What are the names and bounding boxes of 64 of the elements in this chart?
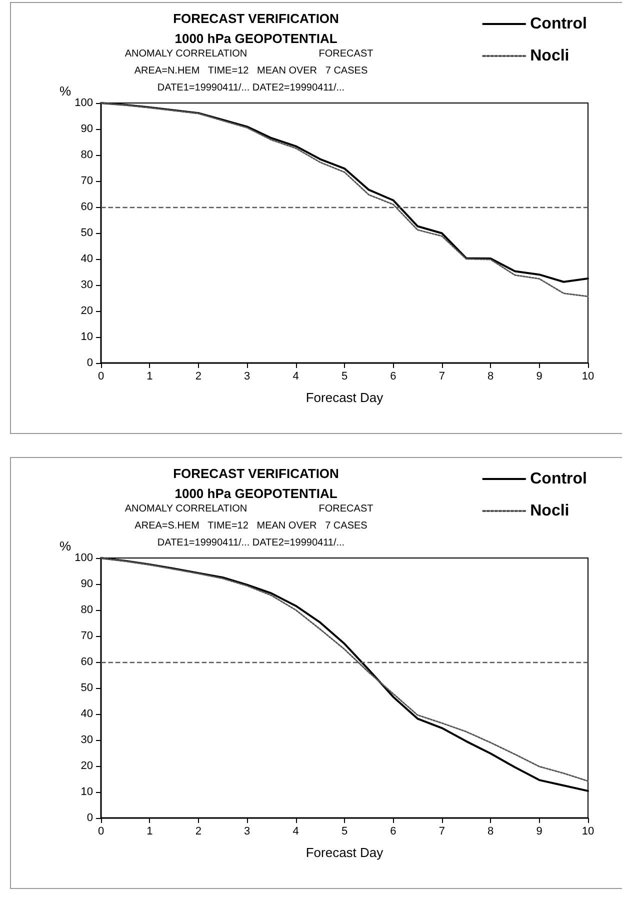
x-tick-label: 3: [244, 826, 250, 838]
text: DATE1=19990411/... DATE2=19990411/...: [157, 82, 345, 94]
text: ANOMALY CORRELATION: [124, 504, 248, 514]
text: FORECAST: [318, 48, 374, 60]
y-axis-title: %: [59, 84, 72, 99]
x-tick-label: 5: [341, 370, 348, 382]
chart-subtitle: 1000 hPa GEOPOTENTIAL: [174, 31, 338, 46]
x-tick-label: 0: [98, 370, 104, 382]
y-axis-title: %: [59, 538, 72, 554]
y-tick-label: 20: [80, 760, 93, 772]
x-tick-label: 6: [390, 826, 396, 838]
x-tick-label: 0: [98, 826, 104, 838]
y-tick-label: 10: [80, 786, 93, 798]
y-tick-label: 60: [80, 201, 93, 213]
text: AREA=N.HEM TIME=12 MEAN OVER 7 CASES: [134, 66, 368, 76]
text: ANOMALY CORRELATION: [124, 48, 248, 60]
y-tick-label: 10: [80, 331, 93, 343]
y-tick-label: 0: [86, 812, 93, 824]
x-tick-label: 10: [582, 370, 594, 382]
chart-title: FORECAST VERIFICATION: [173, 11, 339, 26]
text: AREA=S.HEM TIME=12 MEAN OVER 7 CASES: [134, 520, 368, 532]
text: DATE1=19990411/... DATE2=19990411/...: [157, 538, 345, 548]
x-tick-label: 9: [536, 370, 542, 382]
x-tick-label: 6: [390, 370, 396, 382]
y-tick-label: 50: [80, 682, 93, 694]
y-tick-label: 100: [74, 552, 93, 564]
x-tick-label: 9: [536, 826, 542, 838]
y-tick-label: 90: [80, 578, 93, 590]
y-tick-label: 40: [80, 708, 93, 720]
legend-label: Control: [530, 470, 587, 488]
x-tick-label: 5: [341, 826, 348, 838]
y-tick-label: 70: [80, 630, 93, 642]
y-tick-label: 30: [80, 279, 93, 291]
x-tick-label: 8: [488, 826, 494, 838]
legend-label: Nocli: [530, 502, 570, 520]
y-tick-label: 20: [80, 305, 93, 317]
y-tick-label: 0: [86, 357, 93, 369]
y-tick-label: 50: [80, 227, 93, 239]
legend-label: Nocli: [530, 48, 570, 64]
chart-title: FORECAST VERIFICATION: [173, 466, 339, 481]
x-tick-label: 2: [195, 370, 202, 382]
x-tick-label: 1: [146, 370, 153, 382]
y-tick-label: 90: [80, 123, 93, 135]
x-tick-label: 10: [582, 826, 594, 838]
y-tick-label: 60: [80, 656, 93, 668]
x-tick-label: 7: [438, 370, 445, 382]
y-tick-label: 80: [80, 604, 93, 616]
x-tick-label: 2: [195, 826, 202, 838]
x-tick-label: 4: [292, 826, 299, 838]
x-tick-label: 4: [292, 370, 299, 382]
x-tick-label: 8: [488, 370, 494, 382]
x-tick-label: 7: [438, 826, 445, 838]
x-tick-label: 1: [146, 826, 153, 838]
x-tick-label: 3: [244, 370, 250, 382]
y-tick-label: 40: [80, 253, 93, 265]
y-tick-label: 30: [80, 734, 93, 746]
x-axis-title: Forecast Day: [306, 390, 384, 405]
text: FORECAST: [318, 504, 374, 514]
chart-subtitle: 1000 hPa GEOPOTENTIAL: [174, 486, 338, 501]
legend-label: Control: [530, 16, 587, 32]
y-tick-label: 80: [80, 149, 93, 161]
y-tick-label: 70: [80, 175, 93, 187]
x-axis-title: Forecast Day: [306, 845, 384, 860]
y-tick-label: 100: [74, 97, 93, 109]
